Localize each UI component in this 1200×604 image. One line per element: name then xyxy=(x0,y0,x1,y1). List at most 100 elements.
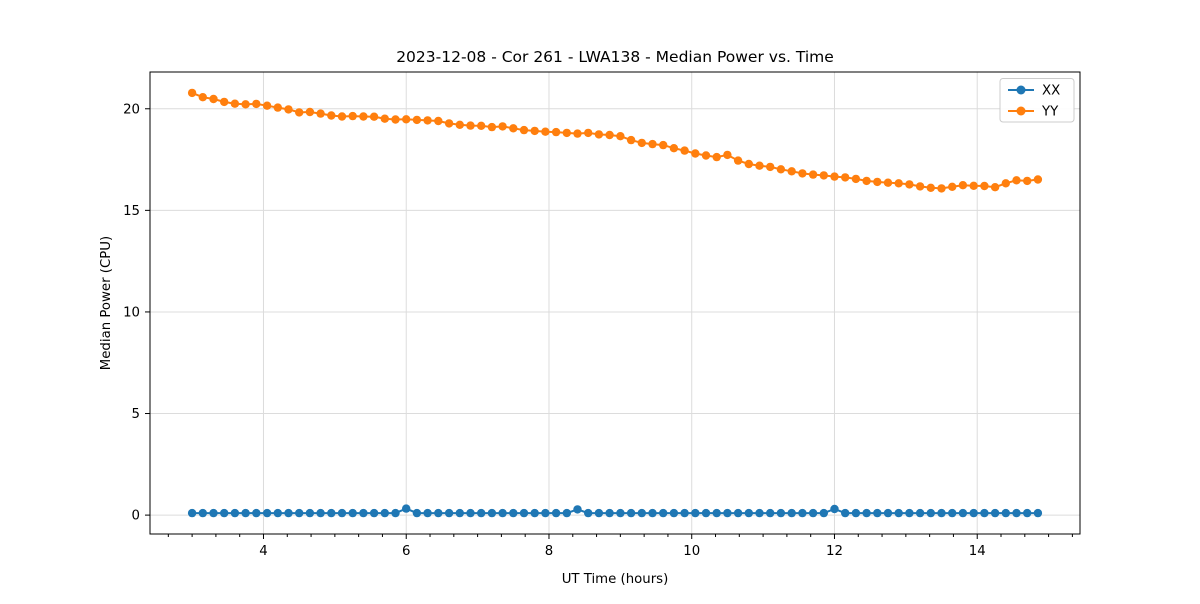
data-point-XX xyxy=(1033,508,1043,518)
data-point-XX xyxy=(701,508,711,518)
data-point-YY xyxy=(359,112,368,121)
data-point-YY xyxy=(262,101,272,110)
data-point-XX xyxy=(712,508,721,518)
data-point-YY xyxy=(562,128,571,138)
data-point-YY xyxy=(369,112,379,121)
data-point-XX xyxy=(391,508,400,518)
plot-area-background xyxy=(150,72,1080,534)
data-point-YY xyxy=(637,138,646,148)
data-point-YY xyxy=(1012,176,1021,185)
data-point-YY xyxy=(733,156,743,165)
data-point-YY xyxy=(402,115,411,124)
data-point-YY xyxy=(873,177,882,187)
data-point-XX xyxy=(787,508,796,518)
data-point-YY xyxy=(851,174,861,184)
data-point-YY xyxy=(252,99,261,109)
ticks xyxy=(145,108,1073,539)
data-point-YY xyxy=(990,183,1000,192)
data-point-YY xyxy=(455,120,464,129)
data-point-YY xyxy=(808,170,818,179)
y-tick-label: 5 xyxy=(132,407,140,422)
data-point-YY xyxy=(273,103,282,112)
data-point-YY xyxy=(391,115,400,124)
x-tick-label: 14 xyxy=(969,544,986,559)
data-point-XX xyxy=(819,508,828,518)
data-point-XX xyxy=(551,508,561,518)
data-point-XX xyxy=(423,508,432,518)
data-point-XX xyxy=(948,508,957,518)
data-point-YY xyxy=(980,181,989,191)
data-point-YY xyxy=(894,179,903,188)
data-point-YY xyxy=(915,182,925,191)
data-point-XX xyxy=(648,508,657,518)
data-point-XX xyxy=(327,508,336,518)
data-point-XX xyxy=(798,508,807,518)
data-point-YY xyxy=(551,127,561,137)
data-point-YY xyxy=(787,167,796,176)
y-tick-label: 0 xyxy=(132,509,140,524)
grid xyxy=(150,72,1080,534)
legend-label-YY: YY xyxy=(1041,105,1059,120)
data-point-XX xyxy=(348,508,357,518)
data-point-XX xyxy=(284,508,293,518)
data-point-XX xyxy=(905,508,914,518)
data-point-XX xyxy=(616,508,625,518)
data-point-XX xyxy=(637,508,646,518)
data-point-XX xyxy=(316,508,325,518)
axes-spines xyxy=(149,71,1081,535)
data-point-XX xyxy=(969,508,978,518)
data-point-XX xyxy=(873,508,882,518)
data-point-YY xyxy=(766,162,775,172)
data-point-YY xyxy=(1033,175,1043,184)
data-point-YY xyxy=(798,169,807,178)
data-point-XX xyxy=(444,508,454,518)
data-point-XX xyxy=(187,508,197,518)
data-point-XX xyxy=(744,508,753,518)
x-tick-label: 4 xyxy=(259,544,267,559)
data-point-YY xyxy=(958,181,968,190)
data-point-YY xyxy=(198,93,207,102)
data-point-XX xyxy=(830,504,839,514)
data-point-XX xyxy=(915,508,925,518)
data-point-XX xyxy=(541,508,550,518)
data-point-XX xyxy=(980,508,989,518)
data-point-YY xyxy=(337,112,347,121)
data-point-XX xyxy=(808,508,818,518)
data-point-YY xyxy=(926,183,935,192)
data-point-YY xyxy=(594,130,604,139)
data-point-XX xyxy=(359,508,368,518)
data-point-YY xyxy=(241,100,250,109)
data-point-YY xyxy=(1022,176,1032,186)
data-point-XX xyxy=(262,508,272,518)
data-point-XX xyxy=(776,508,786,518)
data-point-XX xyxy=(733,508,743,518)
data-point-YY xyxy=(573,129,582,138)
data-point-YY xyxy=(755,161,764,170)
data-point-XX xyxy=(841,508,850,518)
data-point-XX xyxy=(209,508,218,518)
data-point-YY xyxy=(819,171,828,180)
data-point-XX xyxy=(894,508,903,518)
data-point-YY xyxy=(530,126,539,136)
data-point-XX xyxy=(530,508,539,518)
data-point-YY xyxy=(187,88,197,98)
data-point-YY xyxy=(712,152,721,162)
x-tick-label: 10 xyxy=(683,544,700,559)
x-axis-label: UT Time (hours) xyxy=(562,572,669,587)
data-point-XX xyxy=(477,508,486,518)
data-point-XX xyxy=(402,504,411,513)
tick-labels: 4 6 8 10 12 14 0 5 10 15 20 xyxy=(123,102,986,559)
y-tick-label: 15 xyxy=(123,204,140,219)
data-point-XX xyxy=(466,508,475,518)
data-point-YY xyxy=(862,176,871,186)
data-point-XX xyxy=(337,508,347,518)
data-point-YY xyxy=(423,116,432,125)
data-point-YY xyxy=(220,97,229,107)
data-point-XX xyxy=(626,508,636,518)
data-point-YY xyxy=(327,111,336,120)
data-point-XX xyxy=(273,508,282,518)
data-point-XX xyxy=(926,508,935,518)
x-tick-label: 6 xyxy=(402,544,410,559)
